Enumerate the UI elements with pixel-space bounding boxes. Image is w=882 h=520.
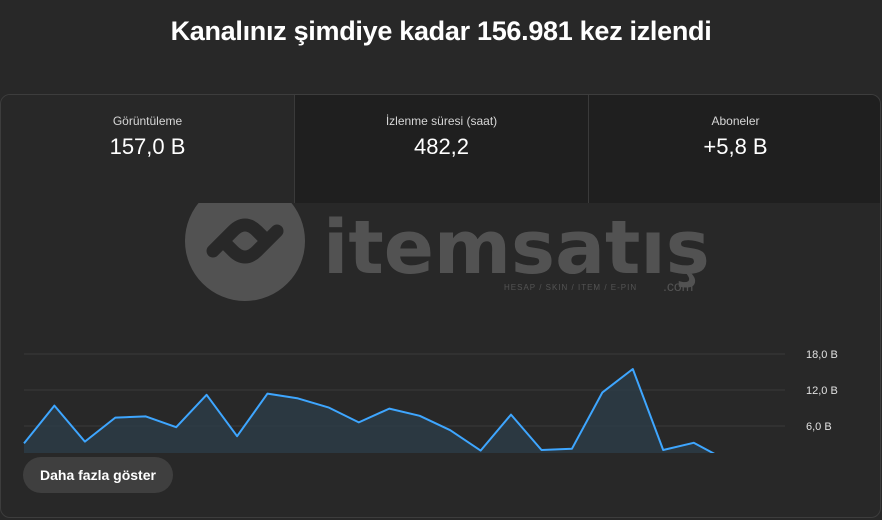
analytics-card: Görüntüleme 157,0 B İzlenme süresi (saat…	[0, 94, 881, 518]
views-chart: itemsatış HESAP / SKIN / ITEM / E-PIN .c…	[23, 203, 838, 453]
watermark-logo: itemsatış HESAP / SKIN / ITEM / E-PIN .c…	[185, 203, 710, 301]
y-tick-label: 12,0 B	[806, 385, 838, 397]
page-headline: Kanalınız şimdiye kadar 156.981 kez izle…	[170, 16, 712, 46]
metric-label: Görüntüleme	[112, 114, 183, 128]
series-area	[24, 369, 713, 453]
metric-label: İzlenme süresi (saat)	[385, 114, 498, 128]
watermark-link-icon	[206, 218, 284, 264]
watermark-suffix: .com	[663, 278, 693, 294]
watermark-brand: itemsatış	[323, 205, 710, 291]
y-axis-ticks: 06,0 B12,0 B18,0 B	[806, 349, 838, 433]
metric-value: 157,0 B	[109, 134, 186, 159]
metric-tab-watch-time[interactable]: İzlenme süresi (saat) 482,2	[295, 95, 589, 203]
y-tick-label: 6,0 B	[806, 421, 832, 433]
watermark-badge	[185, 203, 305, 301]
metric-value: 482,2	[413, 134, 470, 159]
metric-tabs: Görüntüleme 157,0 B İzlenme süresi (saat…	[1, 95, 880, 203]
metric-tab-views[interactable]: Görüntüleme 157,0 B	[1, 95, 295, 203]
show-more-button[interactable]: Daha fazla göster	[23, 457, 173, 493]
y-tick-label: 18,0 B	[806, 349, 838, 361]
metric-label: Aboneler	[711, 114, 760, 128]
watermark-tagline: HESAP / SKIN / ITEM / E-PIN	[504, 283, 637, 292]
metric-tab-subscribers[interactable]: Aboneler +5,8 B	[589, 95, 880, 203]
series-line	[23, 368, 715, 453]
metric-value: +5,8 B	[703, 134, 768, 159]
